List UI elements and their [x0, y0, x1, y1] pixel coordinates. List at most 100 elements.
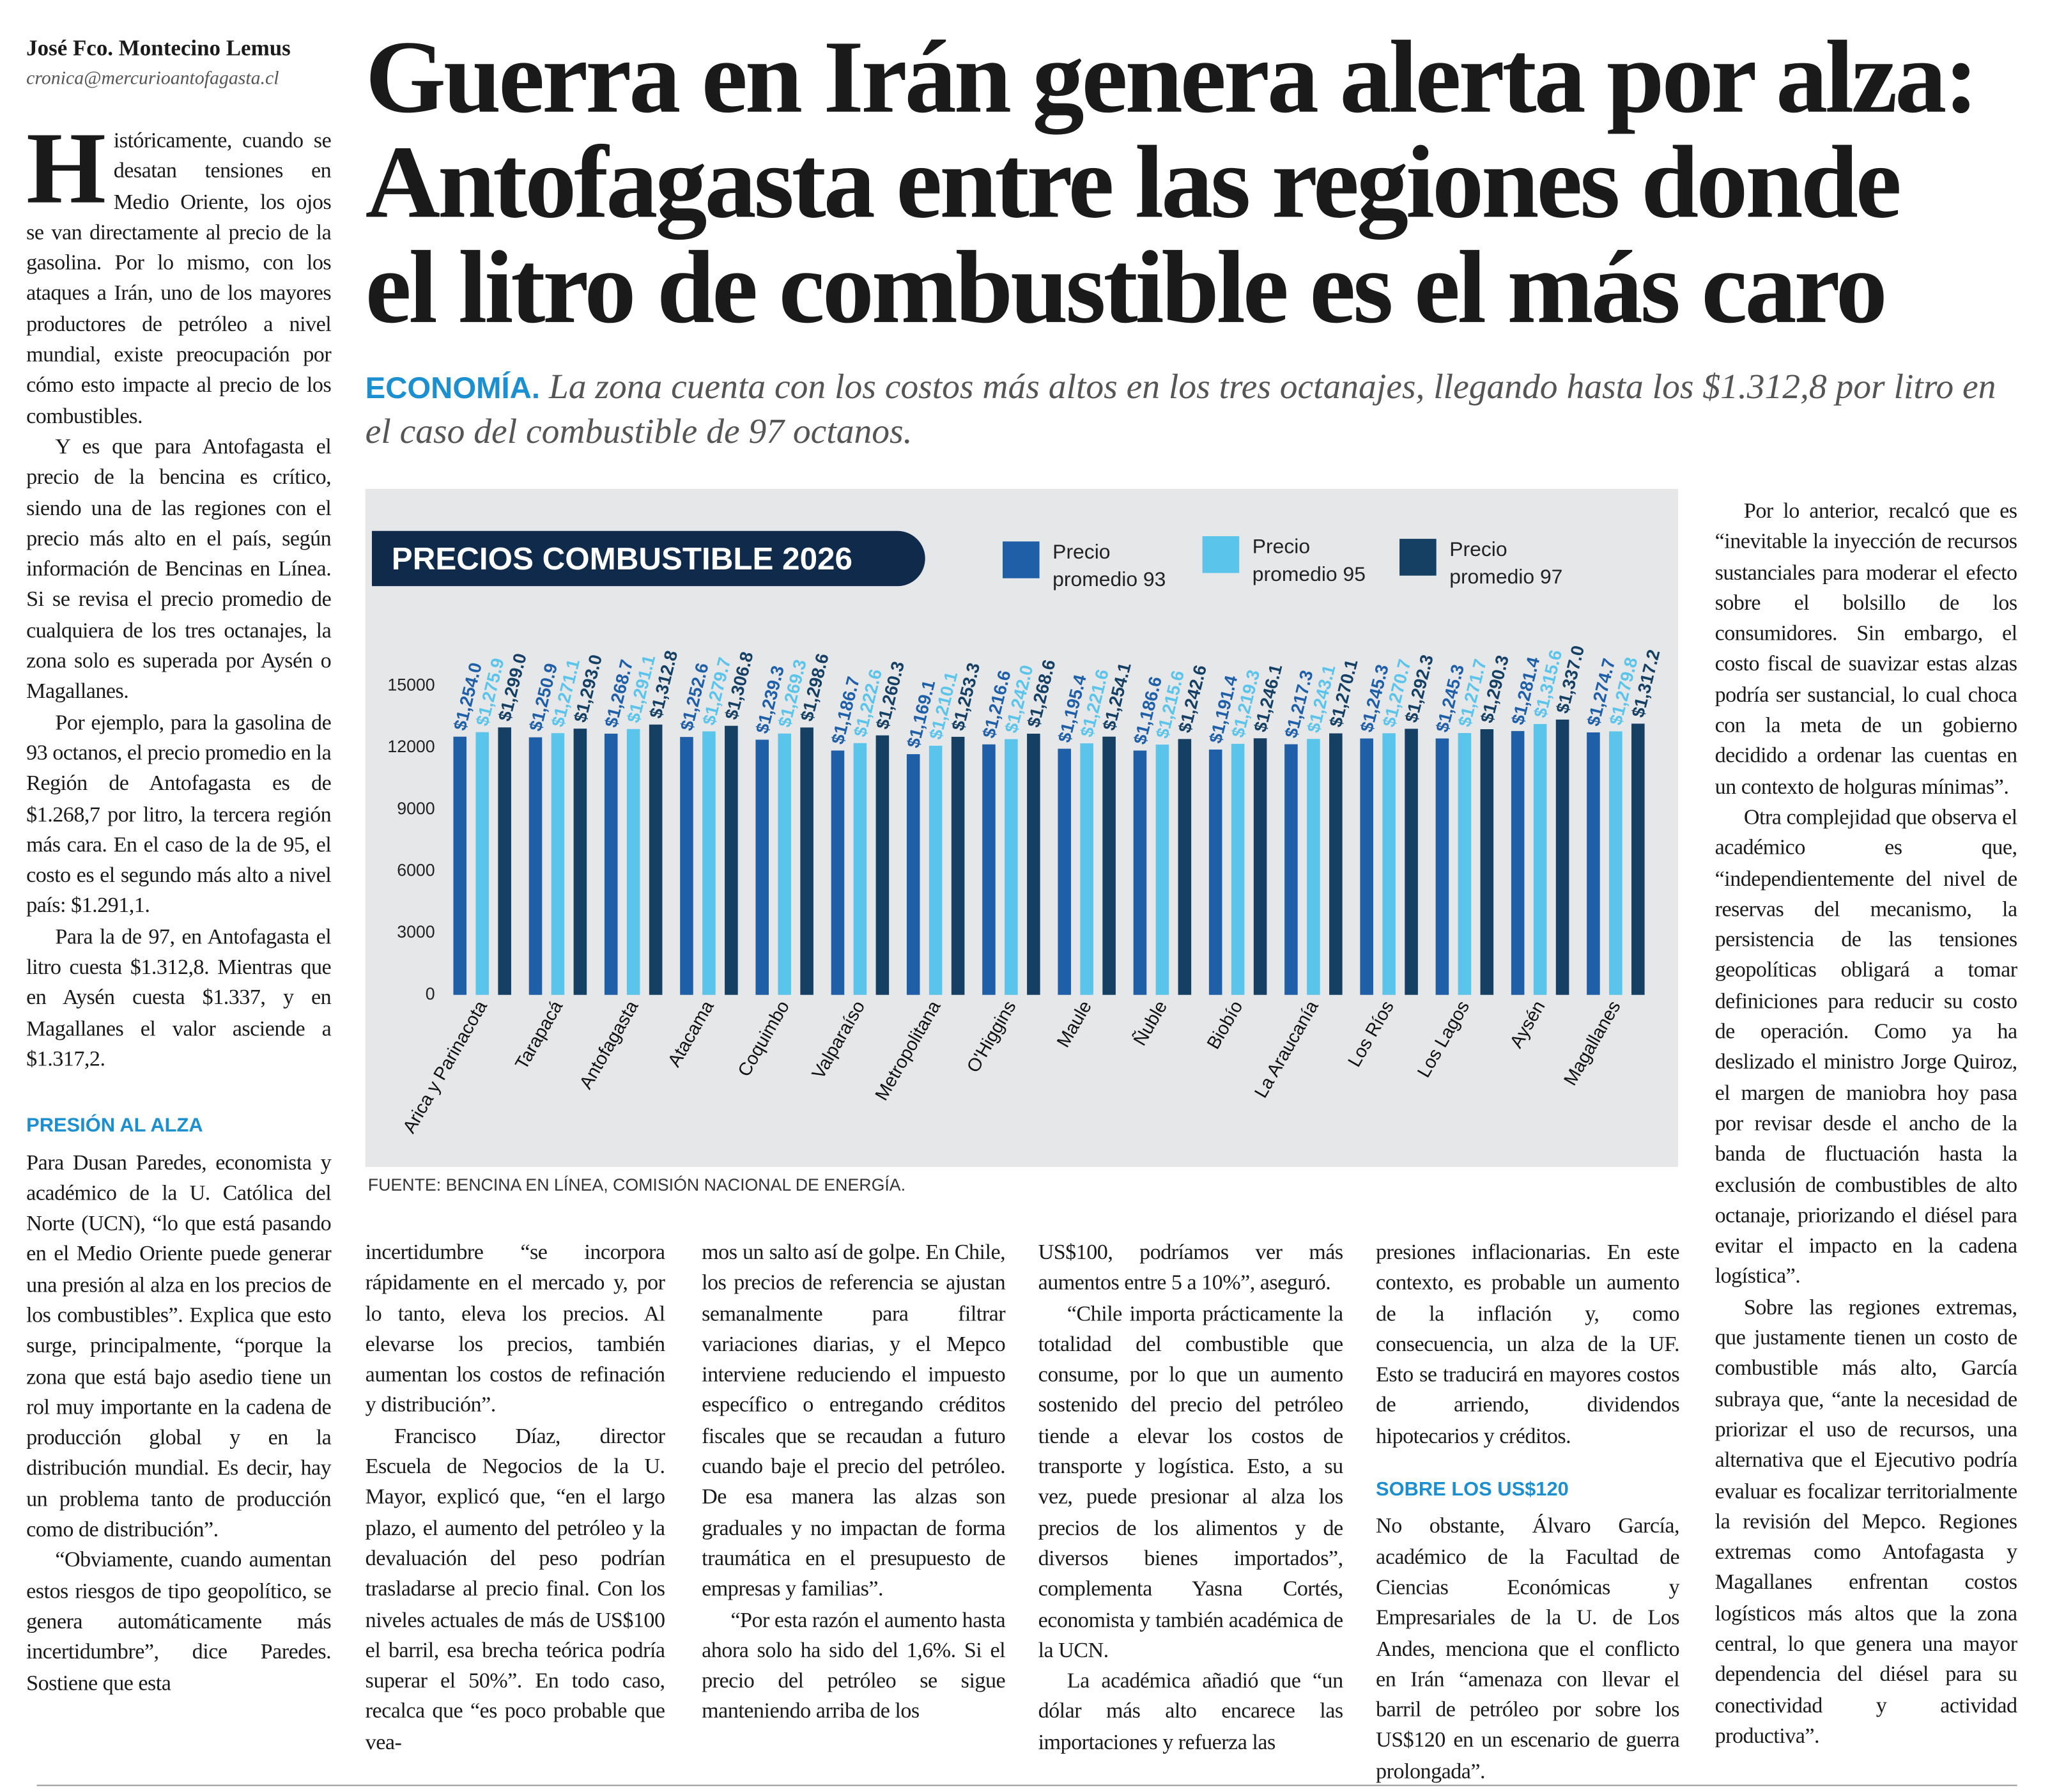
column: mos un salto así de golpe. En Chile, los… — [702, 1237, 1006, 1727]
chart-title: PRECIOS COMBUSTIBLE 2026 — [392, 541, 852, 576]
bar — [1027, 733, 1040, 995]
paragraph: Francisco Díaz, director Escuela de Nego… — [365, 1423, 665, 1754]
column: presiones inflacionarias. En este contex… — [1376, 1237, 1680, 1786]
section-label: ECONOMÍA. — [365, 370, 540, 405]
x-tick-label: Aysén — [1506, 998, 1549, 1052]
bar — [906, 754, 920, 995]
bar — [1005, 739, 1018, 995]
bar — [1360, 738, 1373, 995]
bar — [1382, 733, 1396, 995]
bar — [929, 745, 943, 995]
bar — [1329, 733, 1343, 995]
x-tick-label: Arica y Parinacota — [399, 998, 491, 1137]
bar — [1435, 738, 1449, 995]
paragraph: La académica añadió que “un dólar más al… — [1038, 1667, 1344, 1754]
x-tick-label: Magallanes — [1560, 998, 1624, 1089]
column: Históricamente, cuando se desatan tensio… — [26, 110, 332, 1697]
bar — [649, 724, 663, 995]
paragraph: “Obviamente, cuando aumentan estos riesg… — [26, 1547, 332, 1695]
bar — [573, 729, 587, 995]
title-pill — [371, 530, 925, 587]
x-tick-label: Biobío — [1203, 998, 1247, 1053]
bar — [528, 737, 543, 995]
x-tick-label: O'Higgins — [963, 998, 1021, 1076]
bar — [1178, 739, 1192, 995]
bar — [1511, 730, 1525, 995]
paragraph: Sobre las regiones extremas, que justame… — [1715, 1294, 2017, 1748]
bar — [475, 732, 489, 995]
headline-line: Antofagasta entre las regiones donde — [365, 126, 1902, 241]
bar — [498, 727, 511, 995]
paragraph: mos un salto así de golpe. En Chile, los… — [702, 1239, 1006, 1602]
bar — [1533, 723, 1547, 995]
x-tick-label: Coquimbo — [734, 998, 794, 1081]
bar — [1155, 745, 1169, 995]
chart-source: FUENTE: BENCINA EN LÍNEA, COMISIÓN NACIO… — [367, 1175, 906, 1195]
x-tick-label: Tarapacá — [511, 998, 567, 1073]
bar — [1307, 739, 1320, 995]
x-tick-label: Maule — [1053, 998, 1096, 1051]
paragraph: Para la de 97, en Antofagasta el litro c… — [26, 923, 332, 1071]
bar — [1102, 736, 1116, 995]
bar — [831, 750, 845, 995]
x-tick-label: Ñuble — [1129, 997, 1171, 1049]
chart: PRECIOS COMBUSTIBLE 2026 0 3000 6000 9000 12… — [365, 488, 1679, 1168]
x-tick-label: Antofagasta — [576, 998, 642, 1093]
legend-label: Precio promedio 93 — [1052, 541, 1166, 592]
bar — [1480, 729, 1494, 995]
legend-swatch — [1202, 536, 1240, 573]
bottom-rule — [36, 1784, 2017, 1786]
paragraph: “Chile importa prácticamente la totalida… — [1038, 1301, 1344, 1663]
paragraph: Otra complejidad que observa el académic… — [1715, 804, 2017, 1289]
bar — [982, 744, 996, 995]
paragraph: “Por esta razón el aumento hasta ahora s… — [702, 1607, 1006, 1724]
y-tick-label: 6000 — [397, 860, 435, 879]
x-tick-label: La Araucanía — [1251, 998, 1322, 1102]
bar — [453, 736, 467, 995]
column: Por lo anterior, recalcó que es “inevita… — [1715, 495, 2017, 1750]
legend-label: Precio promedio 97 — [1449, 539, 1563, 589]
y-tick-label: 15000 — [387, 676, 435, 695]
paragraph: Y es que para Antofagasta el precio de l… — [26, 433, 332, 704]
y-tick-label: 9000 — [397, 799, 435, 818]
bar — [1631, 723, 1645, 995]
bar — [626, 729, 640, 995]
paragraph: Por lo anterior, recalcó que es “inevita… — [1715, 498, 2017, 799]
bar — [551, 733, 565, 995]
email: cronica@mercurioantofagasta.cl — [26, 68, 279, 89]
deck: ECONOMÍA. La zona cuenta con los costos … — [366, 366, 2024, 454]
x-tick-label: Valparaíso — [808, 998, 869, 1083]
x-tick-label: Metropolitana — [872, 998, 945, 1104]
y-tick-label: 3000 — [397, 922, 435, 941]
bar — [1231, 743, 1245, 995]
paragraph: US$100, podríamos ver más aumentos entre… — [1038, 1239, 1344, 1295]
bar — [778, 733, 791, 995]
bar — [1080, 743, 1093, 995]
headline-line: el litro de combustible es el más caro — [365, 231, 1888, 346]
paragraph: Para Dusan Paredes, economista y académi… — [26, 1149, 332, 1542]
bar — [853, 743, 867, 995]
bar — [725, 725, 738, 995]
paragraph: Históricamente, cuando se desatan tensio… — [26, 110, 332, 428]
bar — [1587, 732, 1600, 995]
x-tick-label: Los Lagos — [1414, 998, 1474, 1081]
headline-line: Guerra en Irán genera alerta por alza: — [365, 20, 1979, 135]
bar — [875, 735, 890, 995]
paragraph: presiones inflacionarias. En este contex… — [1376, 1239, 1680, 1448]
y-tick-label: 0 — [426, 984, 435, 1003]
x-tick-label: Atacama — [664, 998, 718, 1070]
paragraph: No obstante, Álvaro García, académico de… — [1376, 1513, 1680, 1784]
bar — [702, 731, 716, 995]
bar — [1555, 719, 1569, 995]
bar — [800, 727, 813, 995]
subhead: PRESIÓN AL ALZA — [26, 1115, 203, 1138]
bar — [1253, 738, 1267, 995]
headline: Guerra en Irán genera alerta por alza: A… — [366, 26, 2047, 342]
deck-text: La zona cuenta con los costos más altos … — [365, 366, 1996, 451]
bar — [1609, 731, 1622, 995]
y-tick-label: 12000 — [387, 737, 435, 756]
bar — [604, 733, 618, 995]
subhead: SOBRE LOS US$120 — [1376, 1478, 1569, 1501]
legend-label: Precio promedio 95 — [1252, 536, 1366, 587]
